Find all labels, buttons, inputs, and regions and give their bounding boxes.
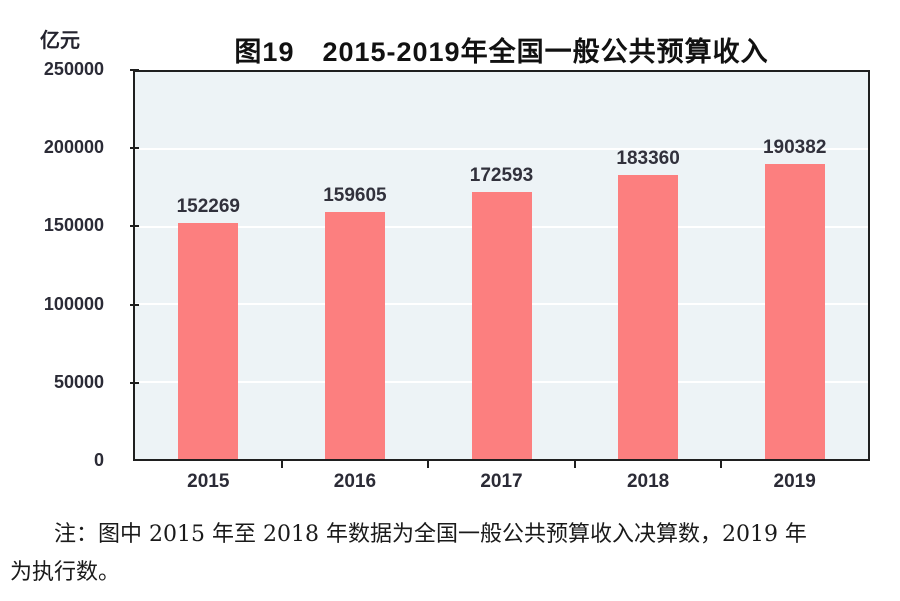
plot-area: 152269 159605 172593 183360 190382 (133, 70, 870, 461)
y-tick-mark (130, 69, 139, 71)
x-tick-label: 2019 (773, 471, 816, 492)
bar-value-label: 172593 (469, 164, 534, 186)
bar (618, 175, 679, 459)
y-tick-mark (130, 225, 139, 228)
bar (764, 164, 825, 459)
y-tick-mark (130, 381, 139, 384)
y-axis-unit-label: 亿元 (40, 30, 80, 52)
x-tick-label: 2016 (333, 471, 377, 492)
bar-value-label: 190382 (762, 137, 827, 159)
bar (178, 223, 239, 459)
y-tick-label: 100000 (43, 293, 104, 314)
x-tick-label: 2015 (187, 471, 230, 492)
footnote: 注：图中 2015 年至 2018 年数据为全国一般公共预算收入决算数，2019… (10, 522, 807, 585)
bar-value-label: 152269 (176, 196, 240, 218)
bar (324, 211, 385, 459)
y-tick-label: 200000 (43, 137, 104, 158)
bar-value-label: 183360 (616, 148, 680, 170)
y-tick-label: 50000 (53, 371, 104, 392)
y-tick-mark (130, 147, 139, 150)
y-tick-label: 250000 (43, 59, 104, 79)
gridline (135, 148, 868, 151)
x-tick-mark (427, 461, 430, 468)
bar-value-label: 159605 (323, 184, 387, 206)
x-tick-label: 2018 (626, 471, 670, 492)
y-tick-mark (130, 303, 139, 306)
x-tick-mark (720, 461, 723, 468)
x-tick-mark (573, 461, 576, 468)
y-tick-label: 150000 (43, 215, 104, 236)
y-tick-label: 0 (93, 450, 104, 470)
x-tick-label: 2017 (480, 471, 523, 492)
chart-title: 图19 2015-2019年全国一般公共预算收入 (234, 37, 769, 67)
x-tick-mark (280, 461, 283, 468)
bar (471, 191, 532, 459)
